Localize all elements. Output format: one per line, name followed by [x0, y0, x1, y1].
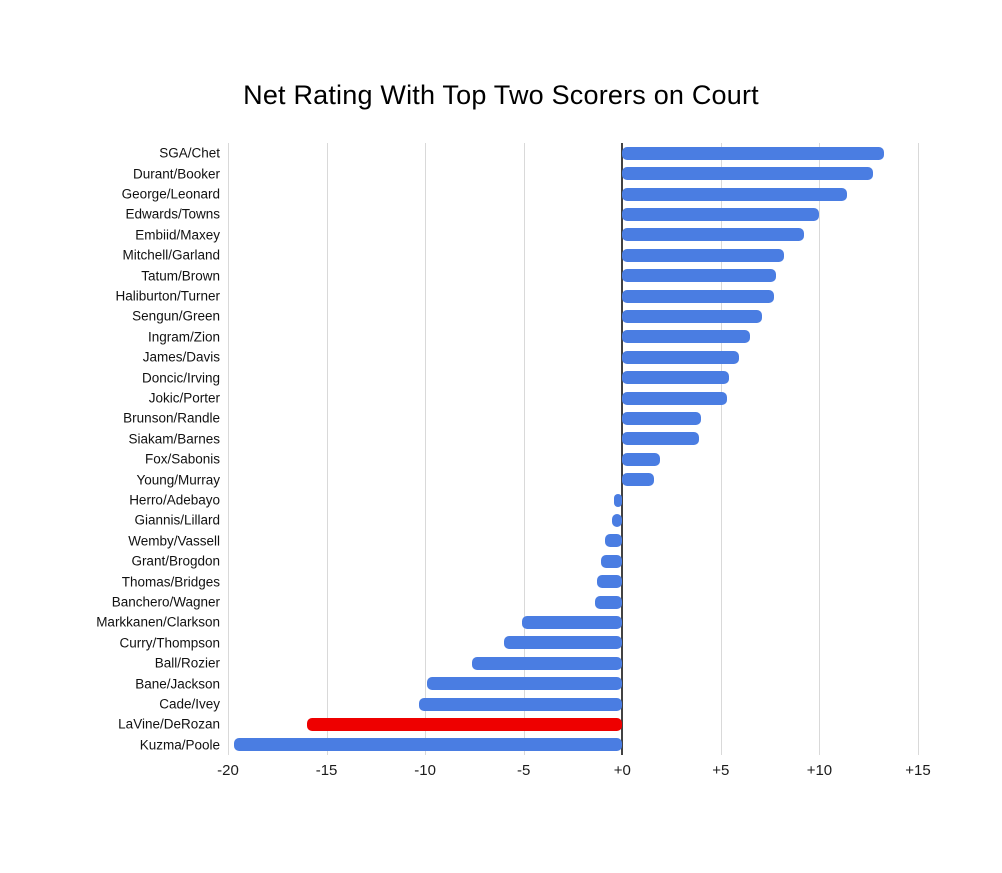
- y-label-kuzma-poole: Kuzma/Poole: [139, 737, 220, 753]
- x-tick-label--5: -5: [517, 762, 531, 779]
- bar-sga-chet: [622, 146, 885, 160]
- y-label-brunson-randle: Brunson/Randle: [123, 410, 220, 426]
- y-label-george-leonard: George/Leonard: [121, 186, 220, 202]
- y-label-curry-thompson: Curry/Thompson: [119, 635, 220, 651]
- bar-banchero-wagner: [594, 595, 623, 609]
- bar-kuzma-poole: [233, 738, 623, 752]
- bar-edwards-towns: [622, 207, 820, 221]
- y-label-giannis-lillard: Giannis/Lillard: [134, 512, 220, 528]
- bar-lavine-derozan: [306, 717, 623, 731]
- x-tick-label-+5: +5: [712, 762, 730, 779]
- bar-james-davis: [622, 350, 739, 364]
- y-label-haliburton-turner: Haliburton/Turner: [115, 288, 220, 304]
- bar-fox-sabonis: [622, 452, 660, 466]
- y-label-young-murray: Young/Murray: [136, 472, 220, 488]
- bar-thomas-bridges: [596, 575, 623, 589]
- x-tick-label-+10: +10: [806, 762, 833, 779]
- y-label-grant-brogdon: Grant/Brogdon: [131, 553, 220, 569]
- bar-cade-ivey: [419, 697, 623, 711]
- y-label-tatum-brown: Tatum/Brown: [141, 268, 220, 284]
- y-label-lavine-derozan: LaVine/DeRozan: [118, 716, 220, 732]
- bar-curry-thompson: [504, 636, 623, 650]
- bar-jokic-porter: [622, 391, 727, 405]
- y-label-embiid-maxey: Embiid/Maxey: [135, 227, 220, 243]
- bar-sengun-green: [622, 309, 763, 323]
- y-label-bane-jackson: Bane/Jackson: [135, 676, 220, 692]
- x-tick-label-+0: +0: [613, 762, 631, 779]
- bar-durant-booker: [622, 167, 873, 181]
- bar-brunson-randle: [622, 411, 702, 425]
- bar-giannis-lillard: [612, 513, 623, 527]
- gridline--20: [228, 143, 229, 755]
- bar-doncic-irving: [622, 371, 729, 385]
- plot-area: [228, 143, 919, 755]
- y-label-herro-adebayo: Herro/Adebayo: [129, 492, 220, 508]
- x-tick-label--10: -10: [414, 762, 436, 779]
- gridline-+10: [819, 143, 821, 755]
- bar-ball-rozier: [472, 656, 623, 670]
- bar-markkanen-clarkson: [521, 615, 623, 629]
- bar-george-leonard: [622, 187, 848, 201]
- y-label-james-davis: James/Davis: [142, 349, 220, 365]
- y-label-fox-sabonis: Fox/Sabonis: [144, 451, 220, 467]
- bar-ingram-zion: [622, 330, 751, 344]
- y-label-doncic-irving: Doncic/Irving: [141, 370, 220, 386]
- y-label-ingram-zion: Ingram/Zion: [147, 329, 220, 345]
- y-label-jokic-porter: Jokic/Porter: [148, 390, 220, 406]
- y-label-siakam-barnes: Siakam/Barnes: [128, 431, 220, 447]
- chart-title: Net Rating With Top Two Scorers on Court: [243, 80, 759, 110]
- bar-bane-jackson: [427, 677, 623, 691]
- bar-embiid-maxey: [622, 228, 804, 242]
- bar-siakam-barnes: [622, 432, 700, 446]
- bar-haliburton-turner: [622, 289, 775, 303]
- bar-wemby-vassell: [604, 534, 623, 548]
- gridline--5: [523, 143, 525, 755]
- x-tick-label--20: -20: [217, 762, 239, 779]
- y-label-cade-ivey: Cade/Ivey: [159, 696, 220, 712]
- y-label-sga-chet: SGA/Chet: [159, 145, 220, 161]
- x-tick-label--15: -15: [315, 762, 338, 779]
- y-label-ball-rozier: Ball/Rozier: [154, 655, 220, 671]
- gridline-+15: [918, 143, 919, 755]
- bar-mitchell-garland: [622, 248, 784, 262]
- bar-young-murray: [622, 473, 654, 487]
- y-label-banchero-wagner: Banchero/Wagner: [111, 594, 220, 610]
- gridline--15: [326, 143, 328, 755]
- gridline-+5: [720, 143, 722, 755]
- y-label-wemby-vassell: Wemby/Vassell: [128, 533, 220, 549]
- bar-grant-brogdon: [600, 554, 623, 568]
- y-label-edwards-towns: Edwards/Towns: [125, 206, 220, 222]
- x-tick-label-+15: +15: [905, 762, 931, 779]
- y-label-thomas-bridges: Thomas/Bridges: [121, 574, 220, 590]
- bar-herro-adebayo: [614, 493, 623, 507]
- gridline--10: [425, 143, 427, 755]
- y-label-durant-booker: Durant/Booker: [132, 166, 220, 182]
- y-label-markkanen-clarkson: Markkanen/Clarkson: [96, 614, 220, 630]
- y-label-mitchell-garland: Mitchell/Garland: [122, 247, 220, 263]
- y-label-sengun-green: Sengun/Green: [132, 308, 220, 324]
- zero-baseline: [621, 143, 624, 755]
- bar-tatum-brown: [622, 269, 777, 283]
